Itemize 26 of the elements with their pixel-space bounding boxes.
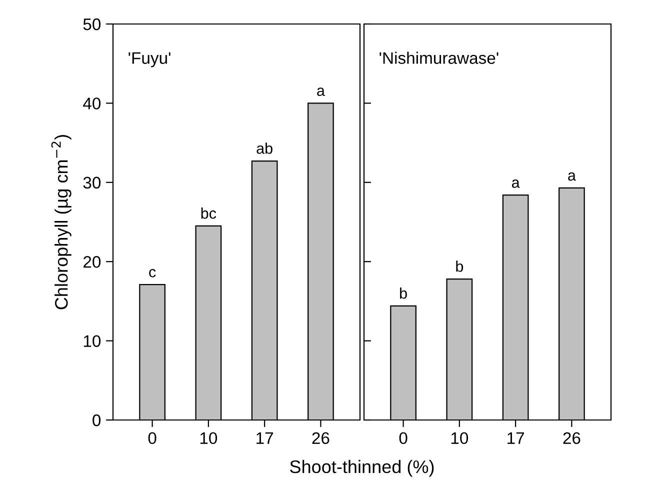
y-tick-label: 40 xyxy=(83,98,101,110)
y-tick-label: 30 xyxy=(83,176,101,189)
annotation: b xyxy=(400,288,407,299)
x-tick-label: 26 xyxy=(563,432,580,444)
x-tick-label: 10 xyxy=(200,432,218,444)
annotation: bc xyxy=(201,208,216,219)
x-tick-label: 0 xyxy=(148,432,156,444)
x-tick-label: 26 xyxy=(312,432,330,444)
annotation: a xyxy=(512,180,520,188)
annotation: 'Fuyu' xyxy=(128,52,170,68)
y-axis-title: Chlorophyll (µg cm$^{−2}$) xyxy=(51,135,72,310)
annotation: b xyxy=(456,260,464,272)
x-axis-title: Shoot-thinned (%) xyxy=(290,460,434,477)
annotation: ab xyxy=(256,142,272,154)
x-tick-label: 0 xyxy=(399,432,408,444)
annotation: c xyxy=(149,269,156,278)
annotation: 'Nishimurawase' xyxy=(380,52,498,64)
x-tick-label: 17 xyxy=(256,432,273,444)
y-tick-label: 0 xyxy=(92,414,101,426)
x-tick-label: 17 xyxy=(508,432,524,444)
x-tick-label: 10 xyxy=(451,432,468,444)
y-tick-label: 50 xyxy=(83,18,101,30)
annotation: a xyxy=(317,88,325,96)
annotation: a xyxy=(568,172,576,181)
y-tick-label: 10 xyxy=(84,335,101,348)
y-tick-label: 20 xyxy=(83,256,101,268)
